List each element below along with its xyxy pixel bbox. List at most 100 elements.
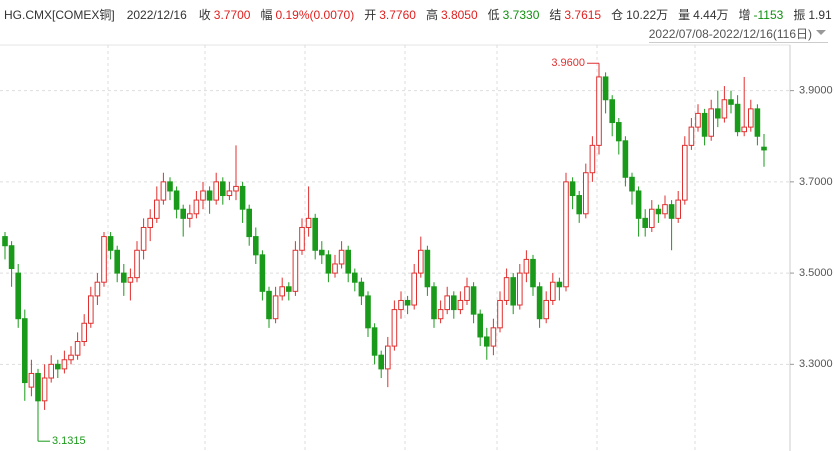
candle-body [101,236,107,283]
candle-body [642,217,649,228]
candle-body [246,208,252,238]
field-label: 振 [793,8,806,22]
candle-body [193,199,200,215]
field-value: 3.7760 [379,8,416,22]
candle-body [721,99,728,119]
candle-body [635,190,642,219]
candle-body [213,181,219,201]
field-value: 10.22万 [626,8,669,22]
field-label: 增 [738,8,751,22]
candle-body [695,112,701,128]
candle-body [589,144,596,174]
candle-body [147,217,153,228]
candle-body [543,299,550,320]
candle-body [576,195,583,215]
candle-body [761,146,767,151]
candle-body [134,249,140,279]
candle-body [114,249,121,274]
candle-body [319,249,325,256]
candle-body [503,277,510,301]
candle-body [668,204,675,219]
candle-body [365,295,371,329]
candle-body [464,286,470,301]
candle-body [299,226,305,251]
y-tick-label: 3.3000 [799,358,833,370]
candle-body [622,140,629,178]
candle-body [167,181,173,192]
candle-body [81,322,88,343]
candle-body [629,176,635,192]
date-range[interactable]: 2022/07/08-2022/12/16(116日) [648,25,828,43]
candle-body [233,185,239,192]
date: 2022/12/16 [126,8,187,22]
symbol: HG.CMX[COMEX铜] [4,8,115,22]
candle-body [688,126,695,146]
candle-body [41,377,48,402]
field-value: 3.7330 [502,8,540,22]
candle-body [173,190,180,210]
candle-body [391,309,398,347]
candle-body [385,345,391,370]
candle-body [154,199,160,219]
candle-body [107,236,114,251]
field-label: 结 [549,8,562,22]
candle-body [332,263,338,274]
field-value: 4.44万 [693,8,729,22]
candle-body [35,372,41,402]
candle-body [220,181,226,197]
field-label: 低 [487,8,500,22]
y-tick-label: 3.7000 [799,176,833,188]
field-label: 量 [678,8,691,22]
candle-body [338,249,345,265]
candle-body [55,363,61,370]
candle-body [15,272,21,320]
candle-body [444,295,450,311]
candle-body [569,181,576,197]
y-tick-label: 3.5000 [799,267,833,279]
candle-body [484,336,490,347]
field-label: 收 [198,8,211,22]
candle-body [536,286,543,320]
candle-body [22,318,28,384]
candle-body [2,236,8,247]
candle-body [497,299,503,329]
candle-body [68,354,74,361]
candle-body [253,236,259,256]
candle-body [127,277,134,283]
candle-body [325,254,332,274]
candle-body [28,372,35,388]
candle-body [140,226,147,251]
candle-body [602,76,609,101]
candle-body [61,359,68,370]
candle-body [649,208,655,228]
candle-body [404,299,411,306]
field-value: -1153 [753,8,784,22]
candle-body [655,208,662,215]
candle-body [530,258,536,288]
candle-body [523,258,530,274]
high-label: 3.9600 [551,57,585,69]
candle-body [48,363,55,379]
field-value: 0.19%(0.0070) [275,8,355,22]
candle-body [259,254,266,292]
field-label: 幅 [260,8,273,22]
candle-body [451,295,457,311]
candle-body [371,327,378,356]
candle-body [754,108,761,137]
candle-body [708,108,715,137]
candle-body [682,144,688,201]
candle-body [748,108,754,128]
quote-header: HG.CMX[COMEX铜] 2022/12/16 收 3.7700 幅 0.19%(0.… [4,6,834,23]
candle-body [121,272,127,283]
candle-body [266,290,272,320]
candle-body [477,313,483,338]
candle-body [411,272,417,306]
candle-body [734,103,741,133]
candle-body [8,245,15,270]
candle-body [206,190,213,201]
candle-body [616,122,622,142]
candle-body [272,295,279,320]
candle-body [418,249,424,274]
